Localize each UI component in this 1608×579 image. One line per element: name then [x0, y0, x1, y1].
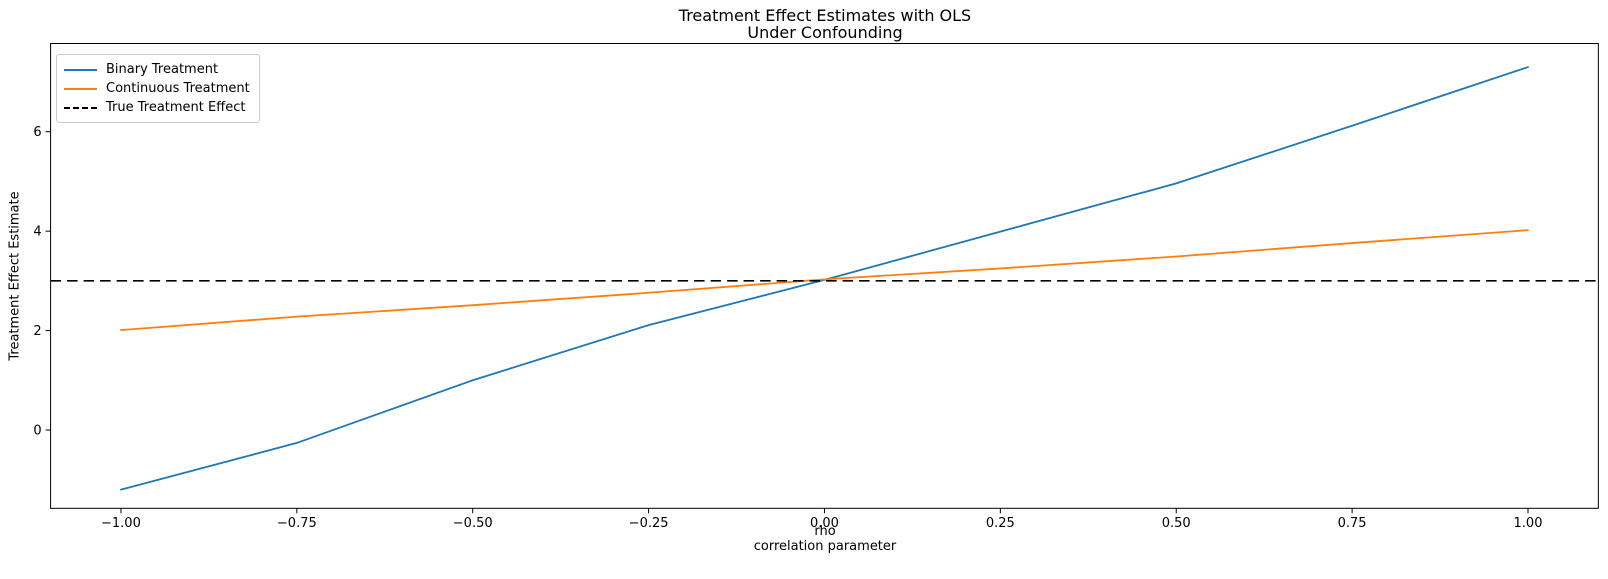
legend-line-sample-true-effect [64, 106, 97, 109]
chart-title-line-1: Treatment Effect Estimates with OLS [678, 6, 972, 25]
x-tick-label: 0.75 [1338, 516, 1367, 531]
x-axis-label: rho correlation parameter [51, 524, 1599, 554]
y-tick-label: 2 [33, 324, 41, 339]
legend-label: True Treatment Effect [106, 100, 246, 115]
y-tick-label: 0 [33, 423, 41, 438]
y-tick-label: 4 [33, 225, 41, 240]
x-tick-label: −1.00 [101, 516, 141, 531]
x-tick-label: −0.25 [629, 516, 669, 531]
legend: Binary Treatment Continuous Treatment Tr… [56, 54, 260, 123]
x-tick-label: −0.75 [277, 516, 317, 531]
series-line-binary-treatment [120, 66, 1529, 491]
x-tick-label: 0.25 [986, 516, 1015, 531]
axes-spines [50, 43, 1599, 509]
legend-entry-true-treatment-effect: True Treatment Effect [64, 98, 250, 117]
x-tick-label: 0.50 [1162, 516, 1191, 531]
x-axis-label-line-2: correlation parameter [753, 539, 897, 554]
x-axis-label-line-1: rho [814, 524, 836, 539]
y-tick-label: 6 [33, 125, 41, 140]
series-line-continuous-treatment [120, 229, 1529, 331]
legend-line-sample-binary [64, 68, 97, 71]
chart-title: Treatment Effect Estimates with OLS Unde… [51, 7, 1599, 41]
legend-entry-binary-treatment: Binary Treatment [64, 60, 250, 79]
legend-line-sample-continuous [64, 87, 97, 90]
legend-entry-continuous-treatment: Continuous Treatment [64, 79, 250, 98]
chart-title-line-2: Under Confounding [747, 23, 903, 42]
legend-label: Binary Treatment [106, 62, 219, 77]
x-tick-label: 0.00 [810, 516, 839, 531]
legend-label: Continuous Treatment [106, 81, 250, 96]
x-tick-label: 1.00 [1514, 516, 1543, 531]
x-tick-label: −0.50 [453, 516, 493, 531]
